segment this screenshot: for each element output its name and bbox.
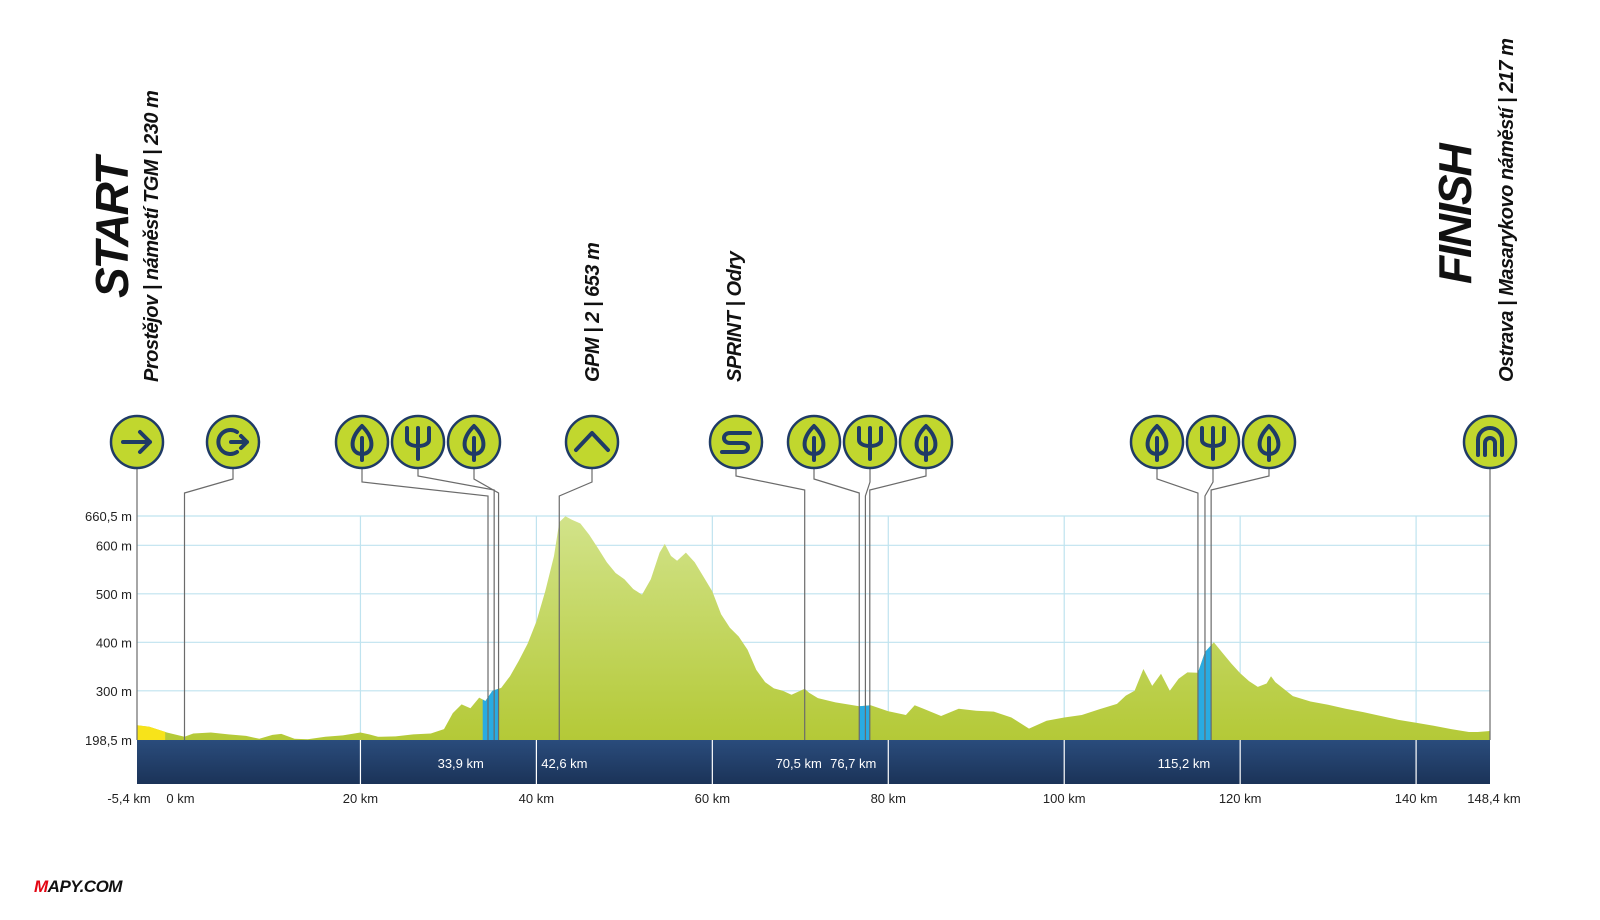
feed-zone-1-marker-connector bbox=[361, 468, 489, 740]
feed-zone-5-marker-connector bbox=[1156, 468, 1199, 740]
sprint-s-icon bbox=[708, 414, 764, 470]
fork-refreshment-icon bbox=[1185, 414, 1241, 470]
route-markers bbox=[109, 414, 1518, 470]
neutral-zone-area bbox=[137, 725, 166, 740]
y-tick-label-0: 660,5 m bbox=[85, 509, 132, 524]
x-tick-label-2: 20 km bbox=[343, 791, 378, 806]
leaf-feed-icon bbox=[1129, 414, 1185, 470]
x-axis-ticks: -5,4 km 0 km 20 km 40 km 60 km 80 km 100 km 120… bbox=[107, 791, 1520, 806]
finish-marker-circle bbox=[1462, 414, 1518, 470]
x-tick-label-8: 140 km bbox=[1395, 791, 1438, 806]
band-label-1: 42,6 km bbox=[541, 756, 587, 771]
gpm-marker-connector bbox=[558, 468, 593, 740]
x-tick-label-1: 0 km bbox=[166, 791, 194, 806]
elevation-profile bbox=[137, 516, 1490, 740]
gpm-chevron-icon bbox=[564, 414, 620, 470]
marker-connectors bbox=[136, 468, 1491, 740]
start-title: START bbox=[86, 153, 138, 298]
x-tick-label-9: 148,4 km bbox=[1467, 791, 1520, 806]
y-tick-label-5: 198,5 m bbox=[85, 733, 132, 748]
feed-zone-6-marker-connector bbox=[1210, 468, 1270, 740]
y-tick-label-2: 500 m bbox=[96, 587, 132, 602]
sprint-marker-connector bbox=[735, 468, 806, 740]
y-axis-ticks: 660,5 m 600 m 500 m 400 m 300 m 198,5 m bbox=[85, 509, 132, 748]
leaf-feed-icon bbox=[786, 414, 842, 470]
leaf-feed-icon bbox=[334, 414, 390, 470]
x-tick-label-3: 40 km bbox=[519, 791, 554, 806]
neutral-start-icon bbox=[205, 414, 261, 470]
start-location: Prostějov | náměstí TGM | 230 m bbox=[141, 91, 163, 382]
leaf-feed-icon bbox=[898, 414, 954, 470]
x-tick-label-6: 100 km bbox=[1043, 791, 1086, 806]
feed-zone-3-marker-connector bbox=[813, 468, 860, 740]
feed-zone-4-marker-connector bbox=[869, 468, 927, 740]
sprint-label: SPRINT | Odry bbox=[724, 250, 746, 382]
blue-segment-1 bbox=[859, 705, 870, 740]
band-rect bbox=[137, 740, 1490, 784]
fork-refreshment-icon bbox=[390, 414, 446, 470]
leaf-feed-icon bbox=[1241, 414, 1297, 470]
gpm-label: GPM | 2 | 653 m bbox=[582, 243, 604, 382]
finish-arch-icon bbox=[1462, 414, 1518, 470]
refreshment-3-marker-connector bbox=[1204, 468, 1214, 740]
gpm-marker-circle bbox=[564, 414, 620, 470]
mapy-logo: MAPY.COM bbox=[34, 877, 124, 896]
blue-segment-0 bbox=[482, 688, 499, 740]
refreshment-2-marker-connector bbox=[864, 468, 871, 740]
profile-area bbox=[137, 516, 1490, 740]
x-tick-label-5: 80 km bbox=[871, 791, 906, 806]
x-tick-label-7: 120 km bbox=[1219, 791, 1262, 806]
distance-band: 33,9 km 42,6 km 70,5 km 76,7 km 115,2 km bbox=[137, 740, 1490, 784]
band-label-3: 76,7 km bbox=[830, 756, 876, 771]
y-tick-label-3: 400 m bbox=[96, 635, 132, 650]
y-tick-label-1: 600 m bbox=[96, 538, 132, 553]
refreshment-1-marker-connector bbox=[417, 468, 495, 740]
fork-refreshment-icon bbox=[842, 414, 898, 470]
feed-zone-2-marker-connector bbox=[473, 468, 500, 740]
leaf-feed-icon bbox=[446, 414, 502, 470]
band-label-2: 70,5 km bbox=[776, 756, 822, 771]
band-label-0: 33,9 km bbox=[438, 756, 484, 771]
arrow-right-icon bbox=[109, 414, 165, 470]
x-tick-label-4: 60 km bbox=[695, 791, 730, 806]
y-tick-label-4: 300 m bbox=[96, 684, 132, 699]
finish-location: Ostrava | Masarykovo náměstí | 217 m bbox=[1496, 39, 1518, 382]
finish-title: FINISH bbox=[1429, 142, 1481, 284]
mapy-logo-text: MAPY.COM bbox=[34, 877, 123, 896]
x-tick-label-0: -5,4 km bbox=[107, 791, 150, 806]
band-label-4: 115,2 km bbox=[1158, 756, 1211, 771]
km0-marker-connector bbox=[183, 468, 234, 740]
